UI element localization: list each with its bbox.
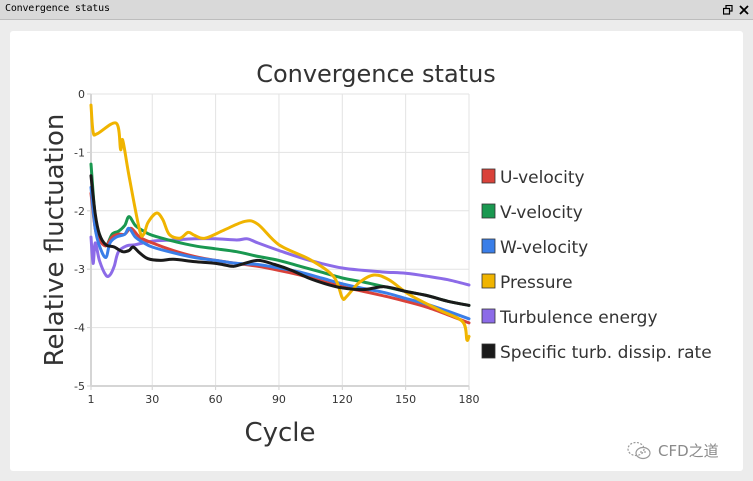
series-line-pressure bbox=[89, 103, 471, 342]
legend-swatch bbox=[481, 308, 496, 324]
series-line-specific-turb-dissip-rate bbox=[89, 174, 471, 307]
chart-title: Convergence status bbox=[256, 60, 496, 88]
x-axis-title: Cycle bbox=[244, 418, 315, 448]
window-title: Convergence status bbox=[5, 3, 110, 14]
watermark-text: CFD之道 bbox=[658, 442, 719, 460]
wechat-icon bbox=[627, 441, 651, 459]
legend-item-w-velocity[interactable]: W-velocity bbox=[481, 238, 588, 258]
chart-panel bbox=[10, 31, 743, 471]
legend-label: W-velocity bbox=[500, 238, 588, 258]
legend-item-turbulence-energy[interactable]: Turbulence energy bbox=[481, 308, 658, 328]
y-tick-label: 0 bbox=[78, 88, 85, 101]
y-tick-label: -4 bbox=[74, 322, 85, 335]
series-line-w-velocity bbox=[89, 185, 471, 321]
legend-label: Pressure bbox=[500, 273, 573, 293]
x-tick-label: 60 bbox=[209, 393, 223, 406]
legend-swatch bbox=[481, 343, 496, 359]
close-icon bbox=[739, 4, 749, 15]
x-tick-label: 90 bbox=[272, 393, 286, 406]
series-line-turbulence-energy bbox=[89, 235, 471, 287]
watermark: CFD之道 bbox=[626, 440, 719, 461]
window-titlebar: Convergence status bbox=[0, 0, 753, 20]
legend-label: V-velocity bbox=[500, 203, 583, 223]
y-axis-title: Relative fluctuation bbox=[40, 114, 70, 367]
restore-window-button[interactable] bbox=[720, 1, 736, 18]
series-line-v-velocity bbox=[89, 162, 471, 307]
legend-label: Specific turb. dissip. rate bbox=[500, 343, 712, 363]
y-tick-label: -3 bbox=[74, 263, 85, 276]
legend-item-pressure[interactable]: Pressure bbox=[481, 273, 573, 293]
legend-swatch bbox=[481, 168, 496, 184]
legend-label: Turbulence energy bbox=[499, 308, 658, 328]
y-tick-label: -5 bbox=[74, 380, 85, 393]
legend-item-v-velocity[interactable]: V-velocity bbox=[481, 203, 583, 223]
legend-item-specific-turb-dissip-rate[interactable]: Specific turb. dissip. rate bbox=[481, 343, 712, 363]
x-tick-label: 150 bbox=[395, 393, 416, 406]
y-tick-labels: 0 -1 -2 -3 -4 -5 bbox=[74, 88, 85, 393]
series-lines bbox=[89, 103, 471, 342]
x-tick-label: 30 bbox=[145, 393, 159, 406]
close-window-button[interactable] bbox=[736, 1, 752, 18]
x-tick-label: 180 bbox=[459, 393, 480, 406]
legend-swatch bbox=[481, 238, 496, 254]
legend-item-u-velocity[interactable]: U-velocity bbox=[481, 168, 585, 188]
y-tick-label: -2 bbox=[74, 205, 85, 218]
x-tick-label: 1 bbox=[88, 393, 95, 406]
legend-swatch bbox=[481, 273, 496, 289]
restore-icon bbox=[723, 4, 733, 15]
y-tick-label: -1 bbox=[74, 146, 85, 159]
x-tick-labels: 1 30 60 90 120 150 180 bbox=[88, 393, 480, 406]
x-tick-label: 120 bbox=[332, 393, 353, 406]
legend-swatch bbox=[481, 203, 496, 219]
legend: U-velocity V-velocity W-velocity Pressure Tu… bbox=[481, 168, 712, 363]
legend-label: U-velocity bbox=[500, 168, 585, 188]
